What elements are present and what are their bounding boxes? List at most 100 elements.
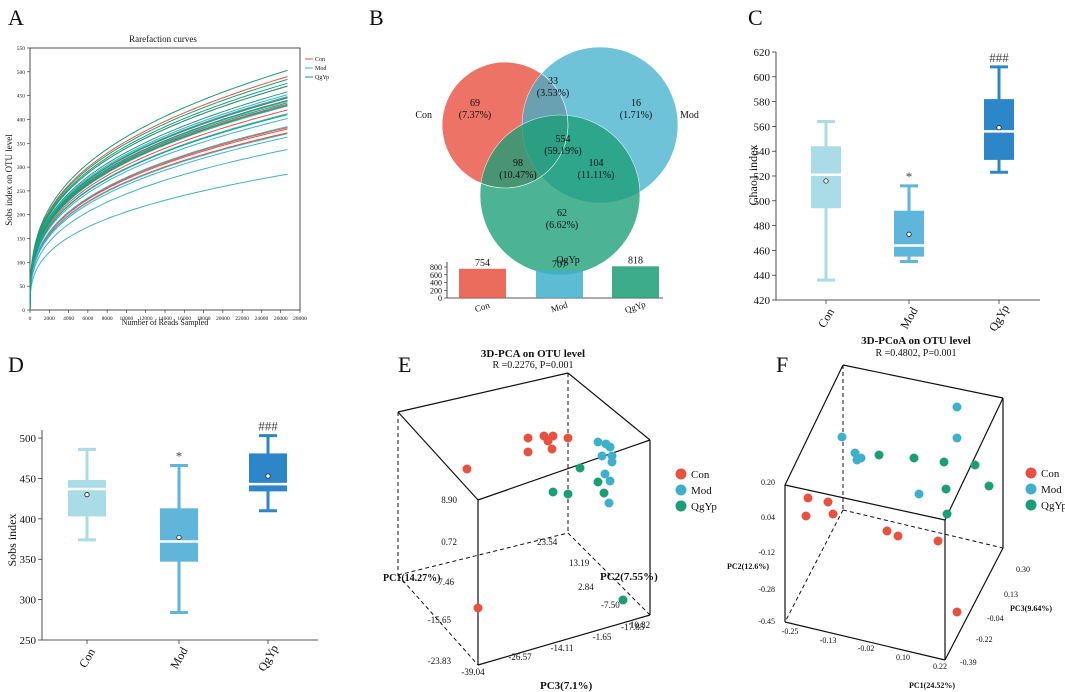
- panel-b-venn-diagram: B Con Mod QgYp 69(7.37%) 33(3.53%) 16(1.71…: [369, 5, 699, 315]
- venn-region-labels: 69(7.37%) 33(3.53%) 16(1.71%) 554(59.19%) 98…: [459, 76, 653, 231]
- panel-c-boxes: 420 440 460 480 500 520 540 560 580 600 620 Con * Mod…: [754, 47, 1014, 334]
- panel-e-box-frame: [397, 372, 651, 666]
- pc3-tick-label: -39.04: [461, 667, 485, 677]
- panel-f-box-frame: [784, 364, 1004, 661]
- significance-annotation: ###: [989, 50, 1009, 65]
- box-mean-marker: [996, 125, 1002, 131]
- panel-a-x-label: Number of Reads Sampled: [122, 318, 208, 327]
- y-tick-label: 480: [754, 221, 771, 233]
- box-iqr-con: [811, 146, 841, 209]
- y-tick-label: 50: [20, 284, 26, 290]
- point-mod: [914, 489, 924, 499]
- pc1-tick-label: 0.22: [933, 662, 947, 671]
- y-tick-label: 500: [17, 70, 26, 76]
- point-mod: [852, 455, 862, 465]
- pc2-tick-label: -7.50: [601, 600, 620, 610]
- pc2-tick-label: 2.84: [578, 582, 594, 592]
- panel-e-points: [462, 431, 628, 613]
- panel-e-title: 3D-PCA on OTU level: [481, 348, 585, 360]
- pc3-tick-label: -0.04: [987, 614, 1004, 623]
- bar-category-label: QgYp: [624, 299, 648, 315]
- pc2-tick-label: 23.54: [537, 537, 558, 547]
- box-mean-marker: [265, 473, 271, 479]
- point-mod: [597, 451, 607, 461]
- bar-y-tick-label: 200: [430, 286, 442, 295]
- panel-e-pc3-label: PC3(7.1%): [540, 680, 593, 692]
- rarefaction-curve-qgyp: [29, 69, 288, 311]
- legend-label-con: Con: [1041, 468, 1060, 480]
- panel-f-legend: Con Mod QgYp: [1025, 467, 1065, 512]
- panel-f-pc3-label: PC3(9.64%): [1010, 604, 1052, 613]
- rarefaction-curve-con: [29, 132, 288, 311]
- panel-e-pc1-label: PC1(14.27%): [383, 573, 441, 584]
- venn-set-label-qgyp: QgYp: [556, 255, 580, 266]
- pc2-tick-label: 13.19: [569, 558, 590, 568]
- bar-value-label: 707: [552, 260, 567, 271]
- point-con: [933, 536, 943, 546]
- pc3-tick-label: 0.13: [1004, 590, 1018, 599]
- pc3-tick-label: -14.11: [551, 643, 574, 653]
- point-mod: [850, 448, 860, 458]
- point-mod: [952, 402, 962, 412]
- x-tick-label: 2000: [44, 316, 55, 322]
- bar-y-tick-label: 800: [430, 263, 442, 272]
- panel-d-sobs-boxplot: D Sobs index 250 300 350 400 450 500 Con * Mod ##…: [5, 352, 318, 674]
- y-tick-label: 400: [17, 117, 26, 123]
- panel-d-boxes: 250 300 350 400 450 500 Con * Mod ### QgYp: [20, 419, 287, 674]
- legend-label-qgyp: QgYp: [1041, 500, 1065, 512]
- y-tick-label: 500: [20, 433, 37, 445]
- venn-region-percent: (11.11%): [578, 170, 615, 181]
- venn-region-percent: (1.71%): [620, 110, 653, 121]
- x-tick-label: 14000: [158, 316, 172, 322]
- y-tick-label: 250: [17, 189, 26, 195]
- rarefaction-curve-qgyp: [29, 104, 288, 311]
- y-tick-label: 440: [754, 270, 771, 282]
- legend-marker-mod: [1025, 483, 1037, 495]
- y-tick-label: 520: [754, 171, 771, 183]
- venn-region-percent: (7.37%): [459, 110, 492, 121]
- panel-f-3d-pcoa: F 3D-PCoA on OTU level R =0.4802, P=0.00…: [727, 335, 1065, 690]
- x-tick-label: QgYp: [986, 302, 1012, 333]
- point-mod: [605, 476, 615, 486]
- panel-f-hidden-edges: [784, 365, 1004, 623]
- venn-region-count: 69: [470, 98, 480, 109]
- panel-c-letter: C: [748, 5, 763, 30]
- panel-a-letter: A: [8, 5, 24, 30]
- panel-d-y-label: Sobs index: [5, 513, 19, 566]
- point-qgyp: [874, 450, 884, 460]
- legend-marker-qgyp: [1025, 499, 1037, 511]
- significance-annotation: ###: [258, 419, 278, 434]
- point-con: [543, 436, 553, 446]
- y-tick-label: 500: [754, 196, 771, 208]
- pc1-tick-label: -23.83: [428, 656, 452, 666]
- rarefaction-curve-mod: [29, 118, 288, 311]
- y-tick-label: 560: [754, 121, 771, 133]
- venn-set-label-mod: Mod: [680, 110, 699, 121]
- legend-label-qgyp: QgYp: [691, 501, 717, 513]
- x-tick-label: 4000: [63, 316, 74, 322]
- point-con: [473, 603, 483, 613]
- point-mod: [952, 433, 962, 443]
- pc2-tick-label: -0.45: [758, 617, 775, 626]
- panel-e-legend: Con Mod QgYp: [675, 468, 717, 513]
- point-con: [523, 433, 533, 443]
- point-con: [803, 493, 813, 503]
- panel-f-subtitle: R =0.4802, P=0.001: [875, 348, 956, 359]
- pc3-tick-label: 10.82: [630, 620, 650, 630]
- y-tick-label: 300: [17, 165, 26, 171]
- significance-annotation: *: [176, 449, 183, 464]
- x-tick-label: 22000: [235, 316, 249, 322]
- significance-annotation: *: [906, 169, 913, 184]
- bar-y-tick-label: 400: [430, 279, 442, 288]
- box-mean-marker: [84, 492, 90, 498]
- x-tick-label: 18000: [197, 316, 211, 322]
- pc1-tick-label: 8.90: [441, 495, 457, 505]
- y-tick-label: 150: [17, 237, 26, 243]
- venn-region-percent: (3.53%): [537, 88, 570, 99]
- x-tick-label: Mod: [167, 645, 190, 672]
- pc1-tick-label: -7.46: [435, 577, 454, 587]
- rarefaction-curve-con: [29, 132, 288, 311]
- bar-y-tick-label: 600: [430, 271, 442, 280]
- point-con: [823, 497, 833, 507]
- legend-label-mod: Mod: [691, 485, 712, 497]
